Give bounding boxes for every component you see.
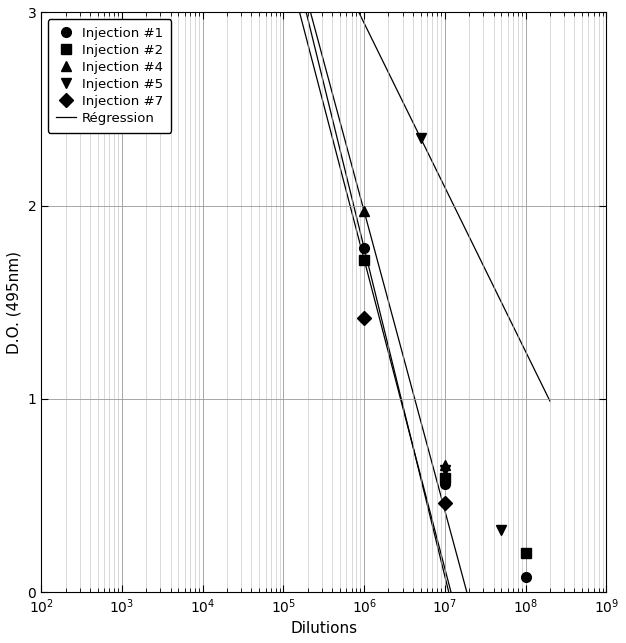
Injection #2 bbox=[522, 550, 530, 557]
Line: Injection #2: Injection #2 bbox=[359, 255, 530, 558]
Injection #5 bbox=[417, 134, 424, 142]
Injection #7 bbox=[361, 314, 368, 322]
Injection #2 bbox=[361, 256, 368, 264]
Line: Injection #5: Injection #5 bbox=[416, 133, 506, 535]
Injection #5 bbox=[498, 527, 505, 534]
Line: Injection #1: Injection #1 bbox=[359, 243, 530, 581]
Y-axis label: D.O. (495nm): D.O. (495nm) bbox=[7, 251, 22, 354]
Injection #5 bbox=[441, 466, 449, 474]
Injection #1 bbox=[361, 244, 368, 252]
Injection #2 bbox=[441, 474, 449, 482]
Injection #1 bbox=[522, 573, 530, 581]
Injection #7 bbox=[441, 500, 449, 507]
Line: Injection #4: Injection #4 bbox=[359, 206, 450, 469]
Injection #1 bbox=[441, 480, 449, 487]
Injection #4 bbox=[441, 460, 449, 468]
Injection #4 bbox=[361, 208, 368, 215]
X-axis label: Dilutions: Dilutions bbox=[290, 621, 357, 636]
Legend: Injection #1, Injection #2, Injection #4, Injection #5, Injection #7, Régression: Injection #1, Injection #2, Injection #4… bbox=[48, 19, 171, 132]
Line: Injection #7: Injection #7 bbox=[359, 313, 450, 508]
